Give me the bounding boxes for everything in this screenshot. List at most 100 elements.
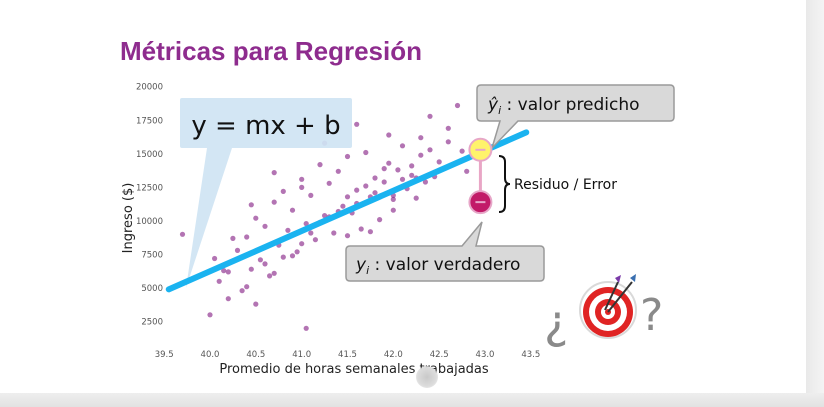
- scatter-point: [267, 273, 273, 279]
- scatter-point: [326, 180, 332, 186]
- scatter-point: [299, 184, 305, 190]
- true-symbol: y: [355, 255, 367, 275]
- scatter-point: [239, 288, 245, 294]
- x-tick-label: 40.5: [246, 350, 265, 360]
- scatter-point: [344, 153, 351, 160]
- x-tick-label: 41.5: [338, 350, 357, 360]
- y-tick-label: 12500: [136, 183, 163, 193]
- y-tick-label: 5000: [141, 284, 163, 294]
- predicted-subscript: i: [498, 104, 501, 117]
- scatter-point: [230, 235, 236, 241]
- scatter-point: [395, 167, 401, 173]
- scatter-point: [225, 269, 231, 275]
- scatter-point: [413, 195, 419, 201]
- scatter-point: [335, 168, 341, 174]
- scatter-point: [372, 190, 378, 196]
- scatter-point: [308, 192, 314, 198]
- scatter-point: [303, 325, 309, 331]
- svg-text:yi : valor verdadero: yi : valor verdadero: [355, 255, 520, 277]
- scatter-point: [358, 226, 364, 232]
- scatter-point: [221, 268, 227, 274]
- scatter-point: [459, 148, 465, 154]
- scatter-point: [418, 152, 424, 158]
- scatter-point: [390, 207, 396, 213]
- scatter-point: [386, 160, 392, 166]
- equation-bubble: y = mx + b: [180, 98, 352, 288]
- scatter-point: [464, 168, 470, 174]
- scatter-point: [363, 149, 369, 156]
- scatter-point: [289, 253, 296, 259]
- scatter-point: [445, 139, 451, 145]
- scatter-point: [248, 266, 254, 272]
- true-subscript: i: [366, 264, 369, 277]
- scatter-point: [280, 254, 286, 260]
- slide-title: Métricas para Regresión: [120, 36, 423, 66]
- scatter-point: [262, 223, 268, 229]
- scatter-point: [271, 170, 277, 176]
- scatter-point: [225, 296, 231, 302]
- scatter-point: [422, 179, 428, 185]
- scatter-point: [427, 147, 433, 153]
- y-tick-label: 2500: [141, 318, 163, 328]
- true-label: : valor verdadero: [369, 255, 520, 275]
- residuo-bracket: Residuo / Error: [498, 155, 617, 213]
- scatter-point: [409, 163, 415, 169]
- svg-text:¿: ¿: [544, 295, 568, 349]
- x-tick-label: 42.5: [430, 350, 449, 360]
- scatter-point: [299, 241, 305, 247]
- scatter-point: [280, 188, 286, 194]
- scatter-point: [427, 113, 433, 119]
- x-tick-label: 39.5: [155, 350, 174, 360]
- scatter-point: [312, 237, 318, 243]
- x-tick-label: 42.0: [384, 350, 403, 360]
- x-axis-label: Promedio de horas semanales trabajadas: [219, 362, 489, 377]
- scatter-point: [257, 257, 263, 263]
- scatter-points: [179, 102, 470, 331]
- scatter-point: [234, 247, 241, 253]
- x-tick-label: 40.0: [201, 350, 220, 360]
- scatter-point: [409, 172, 415, 178]
- x-tick-labels: 39.5 40.0 40.5 41.0 41.5 42.0 42.5 43.0 43.5: [155, 350, 541, 360]
- scatter-point: [354, 187, 360, 193]
- scatter-point: [436, 159, 442, 165]
- svg-text:ŷi : valor predicho: ŷi : valor predicho: [487, 95, 640, 117]
- scatter-point: [216, 278, 222, 284]
- scatter-point: [399, 143, 406, 149]
- scatter-point: [248, 202, 254, 208]
- scatter-point: [271, 199, 277, 205]
- scatter-point: [381, 179, 387, 185]
- scatter-point: [289, 207, 296, 213]
- scatter-point: [299, 176, 305, 182]
- true-point: [468, 190, 493, 215]
- regression-chart: 2500 5000 7500 10000 12500 15000 17500 20000 39…: [121, 83, 675, 377]
- y-tick-labels: 2500 5000 7500 10000 12500 15000 17500 20000: [136, 83, 163, 328]
- scatter-point: [253, 301, 259, 307]
- predicted-symbol: ŷ: [487, 95, 499, 115]
- scatter-point: [303, 221, 309, 227]
- regression-line: [165, 129, 530, 293]
- scatter-point: [271, 270, 277, 276]
- question-target-icon: ¿ ?: [544, 274, 663, 349]
- scatter-point: [344, 233, 351, 239]
- scatter-point: [381, 166, 387, 172]
- y-tick-label: 7500: [141, 251, 163, 261]
- predicted-point: [468, 137, 493, 162]
- y-tick-label: 10000: [136, 217, 163, 227]
- scatter-point: [308, 230, 314, 236]
- x-tick-label: 41.0: [292, 350, 311, 360]
- x-tick-label: 43.0: [476, 350, 495, 360]
- scatter-point: [322, 213, 328, 219]
- scatter-point: [372, 175, 378, 181]
- equation-text: y = mx + b: [191, 111, 340, 141]
- scatter-point: [354, 121, 360, 127]
- mouse-cursor-highlight: [416, 366, 438, 388]
- scatter-point: [317, 162, 323, 168]
- scatter-point: [390, 196, 396, 202]
- predicted-label: : valor predicho: [501, 95, 639, 115]
- scatter-point: [363, 183, 369, 189]
- scatter-point: [344, 194, 351, 200]
- x-tick-label: 43.5: [521, 350, 540, 360]
- scatter-point: [253, 215, 259, 221]
- scatter-point: [386, 132, 392, 138]
